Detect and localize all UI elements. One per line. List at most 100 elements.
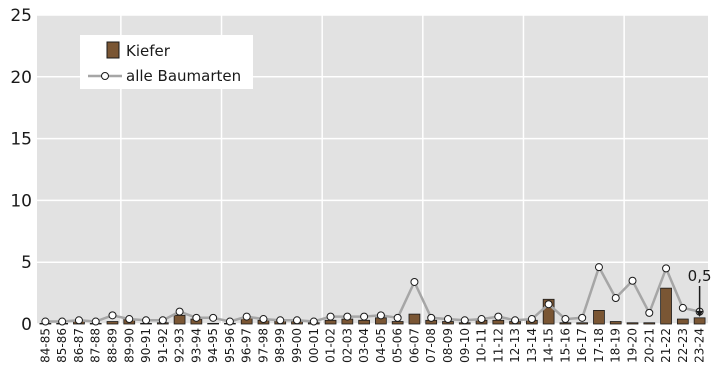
x-tick-label: 99-00 (290, 328, 304, 363)
x-tick-label: 91-92 (156, 328, 170, 363)
x-tick-label: 06-07 (407, 328, 421, 363)
alle-baumarten-point (209, 313, 218, 322)
alle-baumarten-point (527, 315, 536, 324)
kiefer-bar (542, 298, 555, 325)
x-tick-label: 93-94 (189, 328, 203, 363)
x-tick-label: 90-91 (139, 328, 153, 363)
alle-baumarten-point (192, 313, 201, 322)
x-tick-label: 11-12 (491, 328, 505, 363)
x-tick-label: 07-08 (424, 328, 438, 363)
alle-baumarten-series (41, 263, 704, 326)
legend: Kiefer alle Baumarten (80, 35, 253, 89)
alle-baumarten-point (678, 303, 687, 312)
legend-line-marker (101, 72, 109, 80)
alle-baumarten-point (175, 307, 184, 316)
x-tick-label: 01-02 (324, 328, 338, 363)
alle-baumarten-point (460, 316, 469, 325)
alle-baumarten-point (443, 315, 452, 324)
alle-baumarten-point (41, 317, 50, 326)
kiefer-bar (492, 319, 505, 325)
alle-baumarten-point (91, 317, 100, 326)
x-tick-label: 03-04 (357, 328, 371, 363)
annotation-arrowhead (696, 310, 704, 317)
alle-baumarten-point (225, 317, 234, 326)
x-tick-label: 84-85 (38, 328, 52, 363)
x-tick-label: 89-90 (122, 328, 136, 363)
x-tick-label: 97-98 (256, 328, 270, 363)
legend-kiefer-label: Kiefer (126, 42, 171, 60)
x-tick-label: 96-97 (240, 328, 254, 363)
alle-baumarten-point (360, 312, 369, 321)
legend-kiefer-swatch (106, 41, 120, 59)
alle-baumarten-point (561, 315, 570, 324)
alle-baumarten-line (45, 265, 700, 323)
kiefer-bar (626, 322, 639, 325)
annotation-label: 0,5 (688, 267, 712, 285)
alle-baumarten-point (544, 300, 553, 309)
x-tick-label: 00-01 (307, 328, 321, 363)
alle-baumarten-point (427, 313, 436, 322)
alle-baumarten-point (645, 308, 654, 317)
x-tick-label: 15-16 (558, 328, 572, 363)
kiefer-bar (173, 314, 186, 325)
annotation: 0,5 (688, 267, 712, 317)
x-tick-label: 19-20 (626, 328, 640, 363)
kiefer-bar (660, 287, 672, 325)
alle-baumarten-point (259, 315, 268, 324)
y-tick-label: 10 (10, 191, 32, 211)
alle-baumarten-point (611, 294, 620, 303)
alle-baumarten-point (125, 315, 134, 324)
x-tick-label: 98-99 (273, 328, 287, 363)
x-tick-label: 20-21 (642, 328, 656, 363)
x-tick-label: 05-06 (391, 328, 405, 363)
kiefer-bar (408, 313, 421, 325)
x-tick-label: 12-13 (508, 328, 522, 363)
alle-baumarten-point (578, 313, 587, 322)
x-tick-label: 16-17 (575, 328, 589, 363)
x-tick-label: 02-03 (340, 328, 354, 363)
x-tick-label: 17-18 (592, 328, 606, 363)
x-tick-label: 86-87 (72, 328, 86, 363)
x-tick-label: 08-09 (441, 328, 455, 363)
y-tick-label: 25 (10, 6, 32, 26)
alle-baumarten-point (158, 316, 167, 325)
alle-baumarten-point (594, 263, 603, 272)
y-tick-label: 20 (10, 68, 32, 88)
alle-baumarten-point (376, 311, 385, 320)
kiefer-bar (324, 319, 337, 325)
kiefer-bar (358, 319, 370, 325)
alle-baumarten-point (58, 317, 67, 326)
kiefer-bar (693, 317, 706, 325)
x-tick-label: 22-23 (676, 328, 690, 363)
x-tick-label: 23-24 (693, 328, 707, 363)
kiefer-bar (576, 322, 589, 325)
x-tick-label: 09-10 (458, 328, 472, 363)
alle-baumarten-point (108, 311, 117, 320)
x-tick-label: 04-05 (374, 328, 388, 363)
alle-baumarten-point (326, 312, 335, 321)
x-tick-label: 87-88 (89, 328, 103, 363)
kiefer-bar (106, 321, 119, 325)
y-tick-label: 5 (21, 253, 32, 273)
alle-baumarten-point (142, 316, 151, 325)
alle-baumarten-point (511, 316, 520, 325)
kiefer-bar (593, 310, 605, 325)
alle-baumarten-point (477, 315, 486, 324)
alle-baumarten-point (410, 277, 419, 286)
kiefer-bar (676, 318, 689, 325)
alle-baumarten-point (343, 312, 352, 321)
alle-baumarten-point (309, 317, 318, 326)
x-tick-label: 21-22 (659, 328, 673, 363)
x-tick-label: 92-93 (173, 328, 187, 363)
x-tick-label: 10-11 (475, 328, 489, 363)
kiefer-bar (609, 321, 622, 325)
alle-baumarten-point (393, 313, 402, 322)
alle-baumarten-point (494, 312, 503, 321)
x-tick-label: 13-14 (525, 328, 539, 363)
x-tick-label: 94-95 (206, 328, 220, 363)
alle-baumarten-point (628, 276, 637, 285)
y-tick-label: 0 (21, 315, 32, 335)
x-tick-label: 14-15 (542, 328, 556, 363)
alle-baumarten-point (242, 312, 251, 321)
